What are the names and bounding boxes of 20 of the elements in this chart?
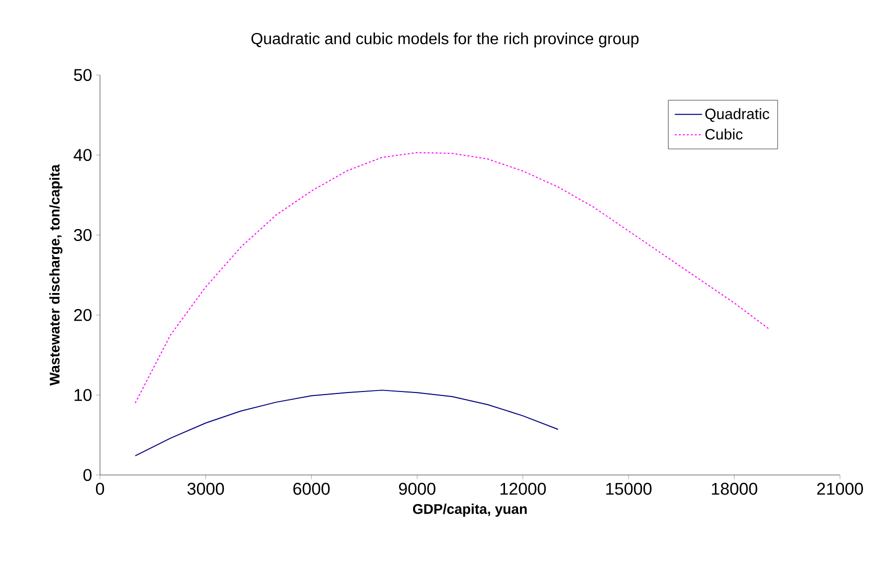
x-tick-label: 15000 [606,482,652,495]
x-tick-label: 21000 [817,482,863,495]
y-axis-title: Wastewater discharge, ton/capita [49,164,62,386]
x-tick-label: 6000 [293,482,330,495]
y-tick-label: 0 [83,468,92,482]
y-tick-label: 30 [74,228,92,242]
chart-title: Quadratic and cubic models for the rich province group [251,32,639,48]
y-tick-label: 50 [74,68,92,82]
line-series [134,390,559,456]
y-tick-label: 20 [74,308,92,322]
legend-label: Cubic [705,128,743,140]
x-tick-label: 9000 [399,482,436,495]
y-tick-label: 10 [74,388,92,402]
legend-label: Quadratic [705,108,770,122]
x-tick-label: 3000 [187,482,224,495]
x-axis-title: GDP/capita, yuan [413,504,527,517]
x-tick-label: 0 [96,482,104,495]
x-tick-label: 18000 [712,482,758,495]
y-tick-label: 40 [74,148,92,162]
x-tick-label: 12000 [500,482,546,495]
